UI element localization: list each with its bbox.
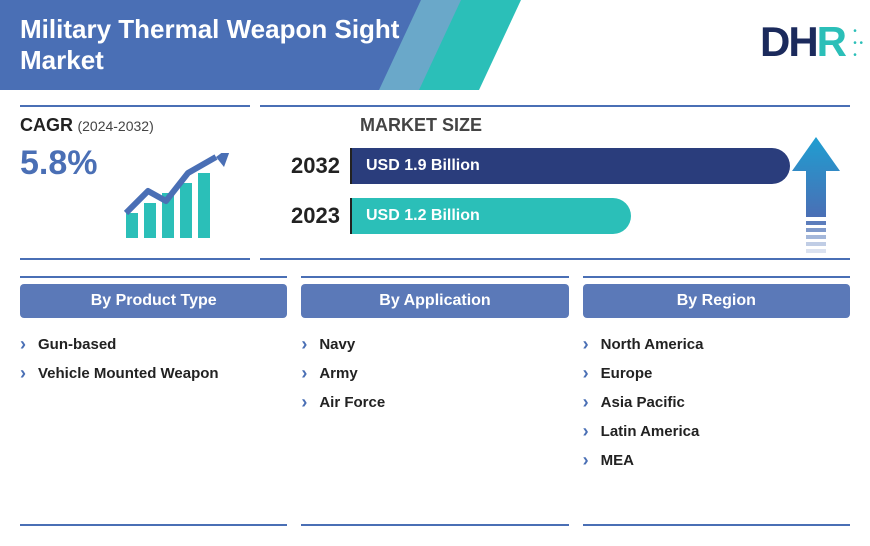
list-item: Navy — [301, 330, 568, 359]
bar-row: 2023USD 1.2 Billion — [260, 198, 850, 234]
segment-header: By Application — [301, 284, 568, 318]
segments-row: By Product Type Gun-basedVehicle Mounted … — [0, 270, 870, 526]
brand-logo: DHR •• •• — [760, 18, 845, 66]
list-item: Army — [301, 359, 568, 388]
segment-card: By Product Type Gun-basedVehicle Mounted … — [20, 276, 287, 526]
bar-track: USD 1.2 Billion — [350, 198, 850, 234]
bar: USD 1.2 Billion — [352, 198, 631, 234]
cagr-years: (2024-2032) — [77, 118, 153, 134]
mid-section: CAGR (2024-2032) 5.8% MARKET SIZE 2032US… — [0, 90, 870, 270]
header: Military Thermal Weapon Sight Market DHR… — [0, 0, 870, 90]
market-size-bars: 2032USD 1.9 Billion2023USD 1.2 Billion — [260, 148, 850, 234]
cagr-arrowhead-icon — [216, 153, 232, 167]
list-item: Europe — [583, 359, 850, 388]
segment-card: By Application NavyArmyAir Force — [301, 276, 568, 526]
list-item: Asia Pacific — [583, 388, 850, 417]
list-item: Latin America — [583, 417, 850, 446]
cagr-growth-icon — [120, 153, 240, 233]
bar-row: 2032USD 1.9 Billion — [260, 148, 850, 184]
segment-list: North AmericaEuropeAsia PacificLatin Ame… — [583, 330, 850, 475]
segment-list: Gun-basedVehicle Mounted Weapon — [20, 330, 287, 388]
cagr-label: CAGR — [20, 115, 73, 135]
list-item: MEA — [583, 446, 850, 475]
market-size-card: MARKET SIZE 2032USD 1.9 Billion2023USD 1… — [260, 105, 850, 260]
bar-track: USD 1.9 Billion — [350, 148, 850, 184]
cagr-bars-icon — [126, 173, 210, 238]
segment-header: By Product Type — [20, 284, 287, 318]
list-item: Vehicle Mounted Weapon — [20, 359, 287, 388]
bar: USD 1.9 Billion — [352, 148, 790, 184]
logo-main-text: DH — [760, 18, 817, 65]
segment-card: By Region North AmericaEuropeAsia Pacific… — [583, 276, 850, 526]
up-arrow-icon — [792, 137, 840, 262]
segment-header: By Region — [583, 284, 850, 318]
list-item: North America — [583, 330, 850, 359]
bar-year: 2032 — [260, 153, 350, 179]
market-size-label: MARKET SIZE — [360, 115, 850, 136]
logo-dots-icon: •• •• — [853, 26, 863, 62]
cagr-card: CAGR (2024-2032) 5.8% — [20, 105, 250, 260]
bar-year: 2023 — [260, 203, 350, 229]
list-item: Gun-based — [20, 330, 287, 359]
logo-accent-text: R — [817, 18, 845, 65]
page-title: Military Thermal Weapon Sight Market — [20, 14, 440, 76]
segment-list: NavyArmyAir Force — [301, 330, 568, 417]
list-item: Air Force — [301, 388, 568, 417]
